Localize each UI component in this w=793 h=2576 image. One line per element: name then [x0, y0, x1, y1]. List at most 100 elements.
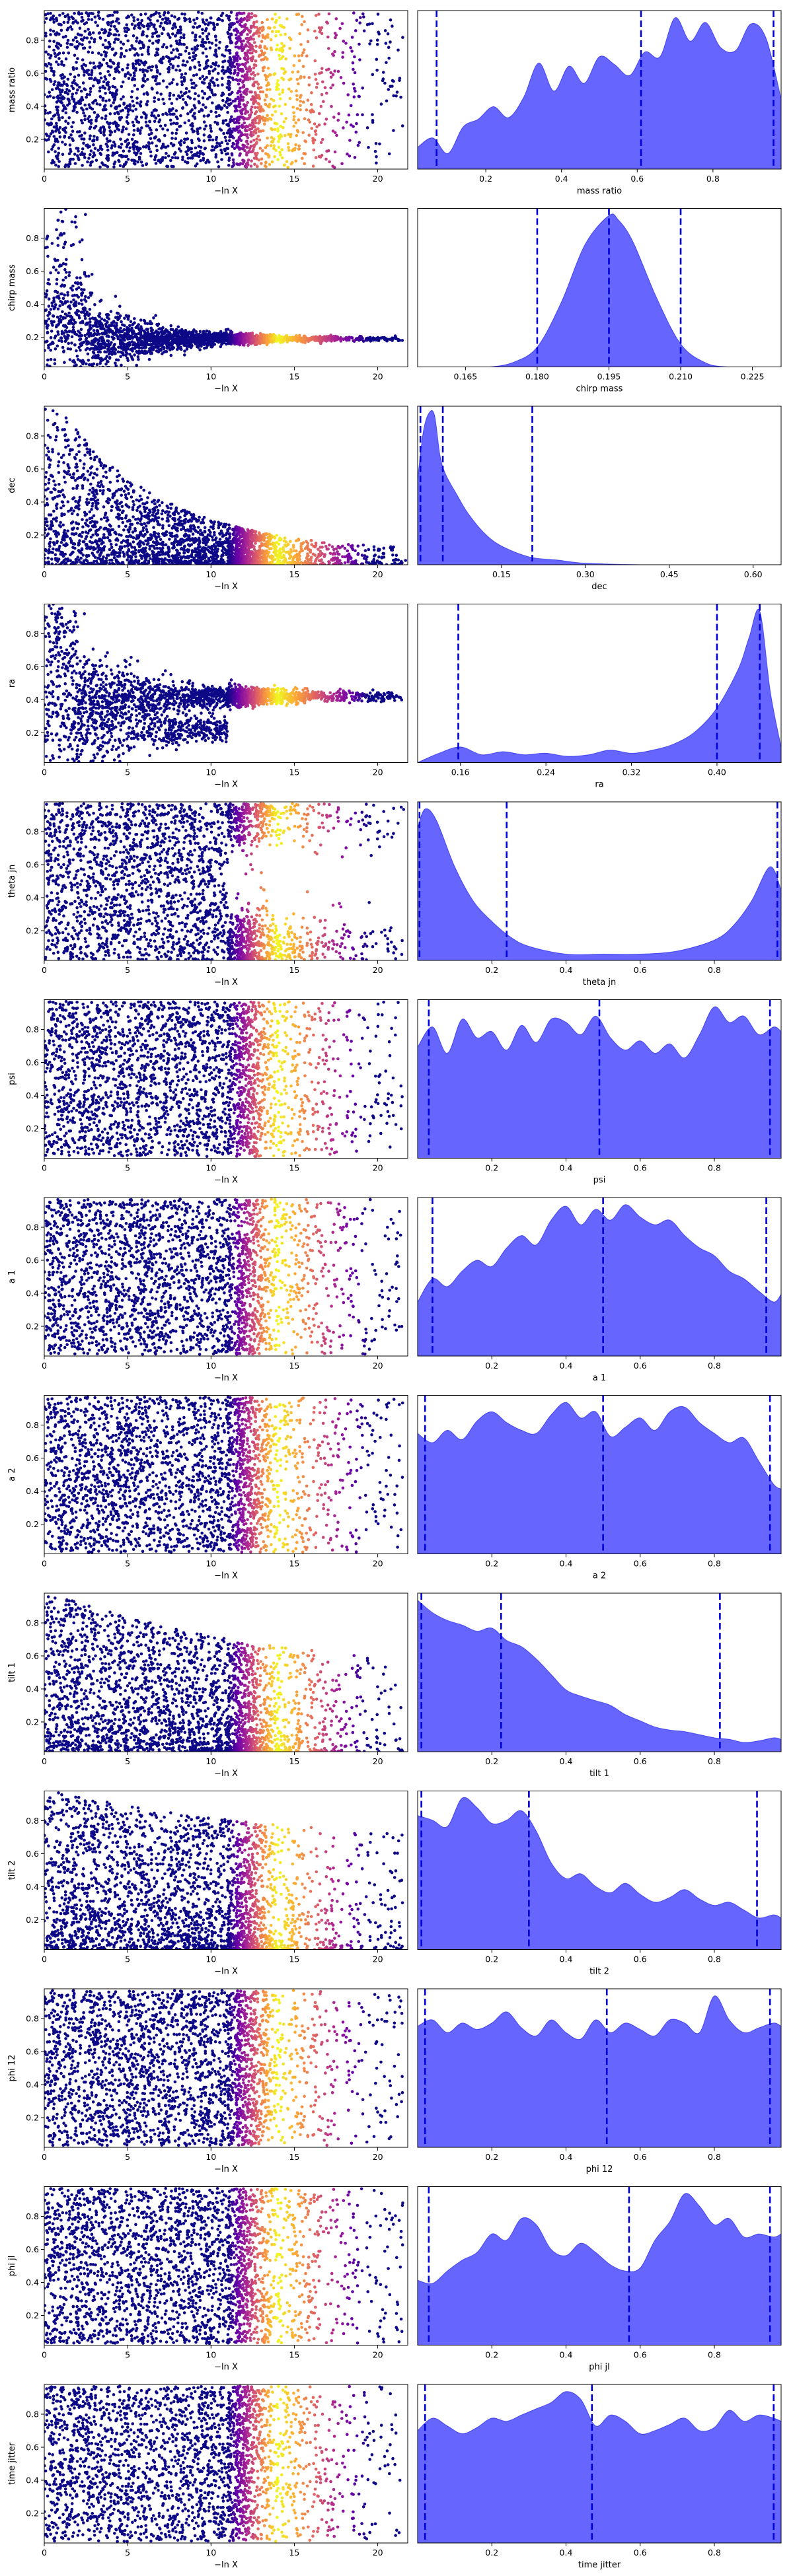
trace-point	[174, 115, 178, 119]
trace-point	[61, 246, 65, 250]
trace-point	[101, 163, 105, 166]
trace-point	[63, 129, 67, 133]
trace-point	[271, 139, 274, 143]
trace-point	[108, 73, 112, 77]
trace-point	[213, 53, 217, 57]
trace-point	[178, 53, 182, 56]
trace-point	[44, 322, 48, 325]
trace-point	[80, 16, 84, 19]
trace-point	[297, 144, 301, 148]
trace-point	[204, 124, 208, 127]
trace-point	[106, 46, 110, 50]
trace-point	[181, 155, 184, 159]
trace-point	[78, 33, 82, 37]
trace-point	[303, 75, 306, 79]
trace-point	[64, 107, 67, 110]
trace-point	[237, 38, 241, 42]
trace-point	[170, 14, 174, 18]
trace-point	[224, 139, 228, 143]
trace-point	[239, 133, 243, 137]
trace-point	[57, 164, 60, 168]
trace-point	[371, 73, 375, 77]
trace-point	[317, 26, 321, 30]
trace-point	[66, 104, 69, 107]
trace-point	[120, 97, 123, 101]
trace-point	[336, 69, 340, 73]
trace-point	[104, 114, 108, 118]
trace-point	[73, 281, 77, 285]
trace-point	[112, 95, 115, 99]
trace-point	[124, 314, 128, 318]
trace-point	[186, 145, 190, 149]
trace-point	[114, 295, 118, 298]
trace-point	[299, 75, 303, 79]
trace-point	[352, 11, 356, 15]
trace-point	[210, 42, 214, 45]
trace-point	[119, 40, 123, 44]
trace-point	[214, 44, 218, 47]
trace-point	[93, 111, 96, 114]
trace-point	[175, 42, 179, 46]
trace-point	[111, 85, 114, 89]
trace-point	[231, 62, 235, 65]
trace-point	[63, 284, 67, 287]
trace-point	[85, 95, 88, 99]
trace-point	[349, 104, 353, 108]
trace-point	[371, 113, 374, 116]
trace-point	[44, 104, 47, 108]
trace-point	[83, 114, 87, 118]
trace-point	[127, 133, 131, 136]
trace-point	[62, 20, 66, 24]
trace-point	[161, 97, 165, 101]
trace-point	[161, 79, 165, 83]
trace-point	[157, 327, 161, 331]
trace-point	[235, 51, 239, 55]
trace-point	[227, 28, 231, 32]
trace-point	[49, 33, 52, 36]
trace-point	[120, 343, 124, 346]
trace-point	[161, 159, 164, 162]
trace-point	[209, 124, 212, 127]
trace-point	[145, 91, 149, 94]
trace-point	[325, 68, 328, 72]
trace-point	[196, 127, 200, 131]
trace-point	[55, 282, 59, 286]
trace-point	[185, 347, 189, 351]
trace-point	[329, 86, 333, 90]
trace-point	[227, 124, 231, 127]
trace-point	[265, 94, 268, 98]
trace-point	[306, 98, 310, 102]
trace-point	[204, 29, 208, 32]
trace-point	[239, 93, 243, 96]
trace-point	[238, 102, 242, 106]
trace-point	[352, 95, 356, 98]
trace-point	[277, 145, 281, 149]
trace-point	[155, 51, 159, 54]
trace-point	[84, 213, 87, 217]
trace-point	[209, 135, 212, 139]
trace-point	[96, 14, 100, 17]
trace-point	[306, 28, 310, 32]
trace-point	[254, 44, 258, 48]
trace-point	[74, 311, 77, 314]
trace-point	[116, 358, 120, 362]
trace-point	[266, 33, 270, 36]
trace-point	[200, 11, 204, 15]
trace-point	[278, 54, 281, 57]
trace-point	[50, 242, 54, 245]
trace-point	[258, 332, 262, 336]
trace-point	[252, 139, 256, 142]
trace-point	[358, 95, 361, 98]
trace-point	[362, 15, 365, 18]
trace-point	[260, 49, 264, 53]
trace-point	[313, 29, 317, 33]
trace-point	[177, 31, 181, 34]
trace-point	[274, 48, 278, 52]
trace-point	[137, 357, 140, 361]
y-tick-label: 0.8	[26, 36, 39, 46]
trace-point	[89, 293, 93, 297]
trace-point	[238, 22, 242, 26]
trace-point	[93, 40, 96, 44]
trace-point	[48, 39, 52, 43]
trace-point	[67, 311, 71, 315]
